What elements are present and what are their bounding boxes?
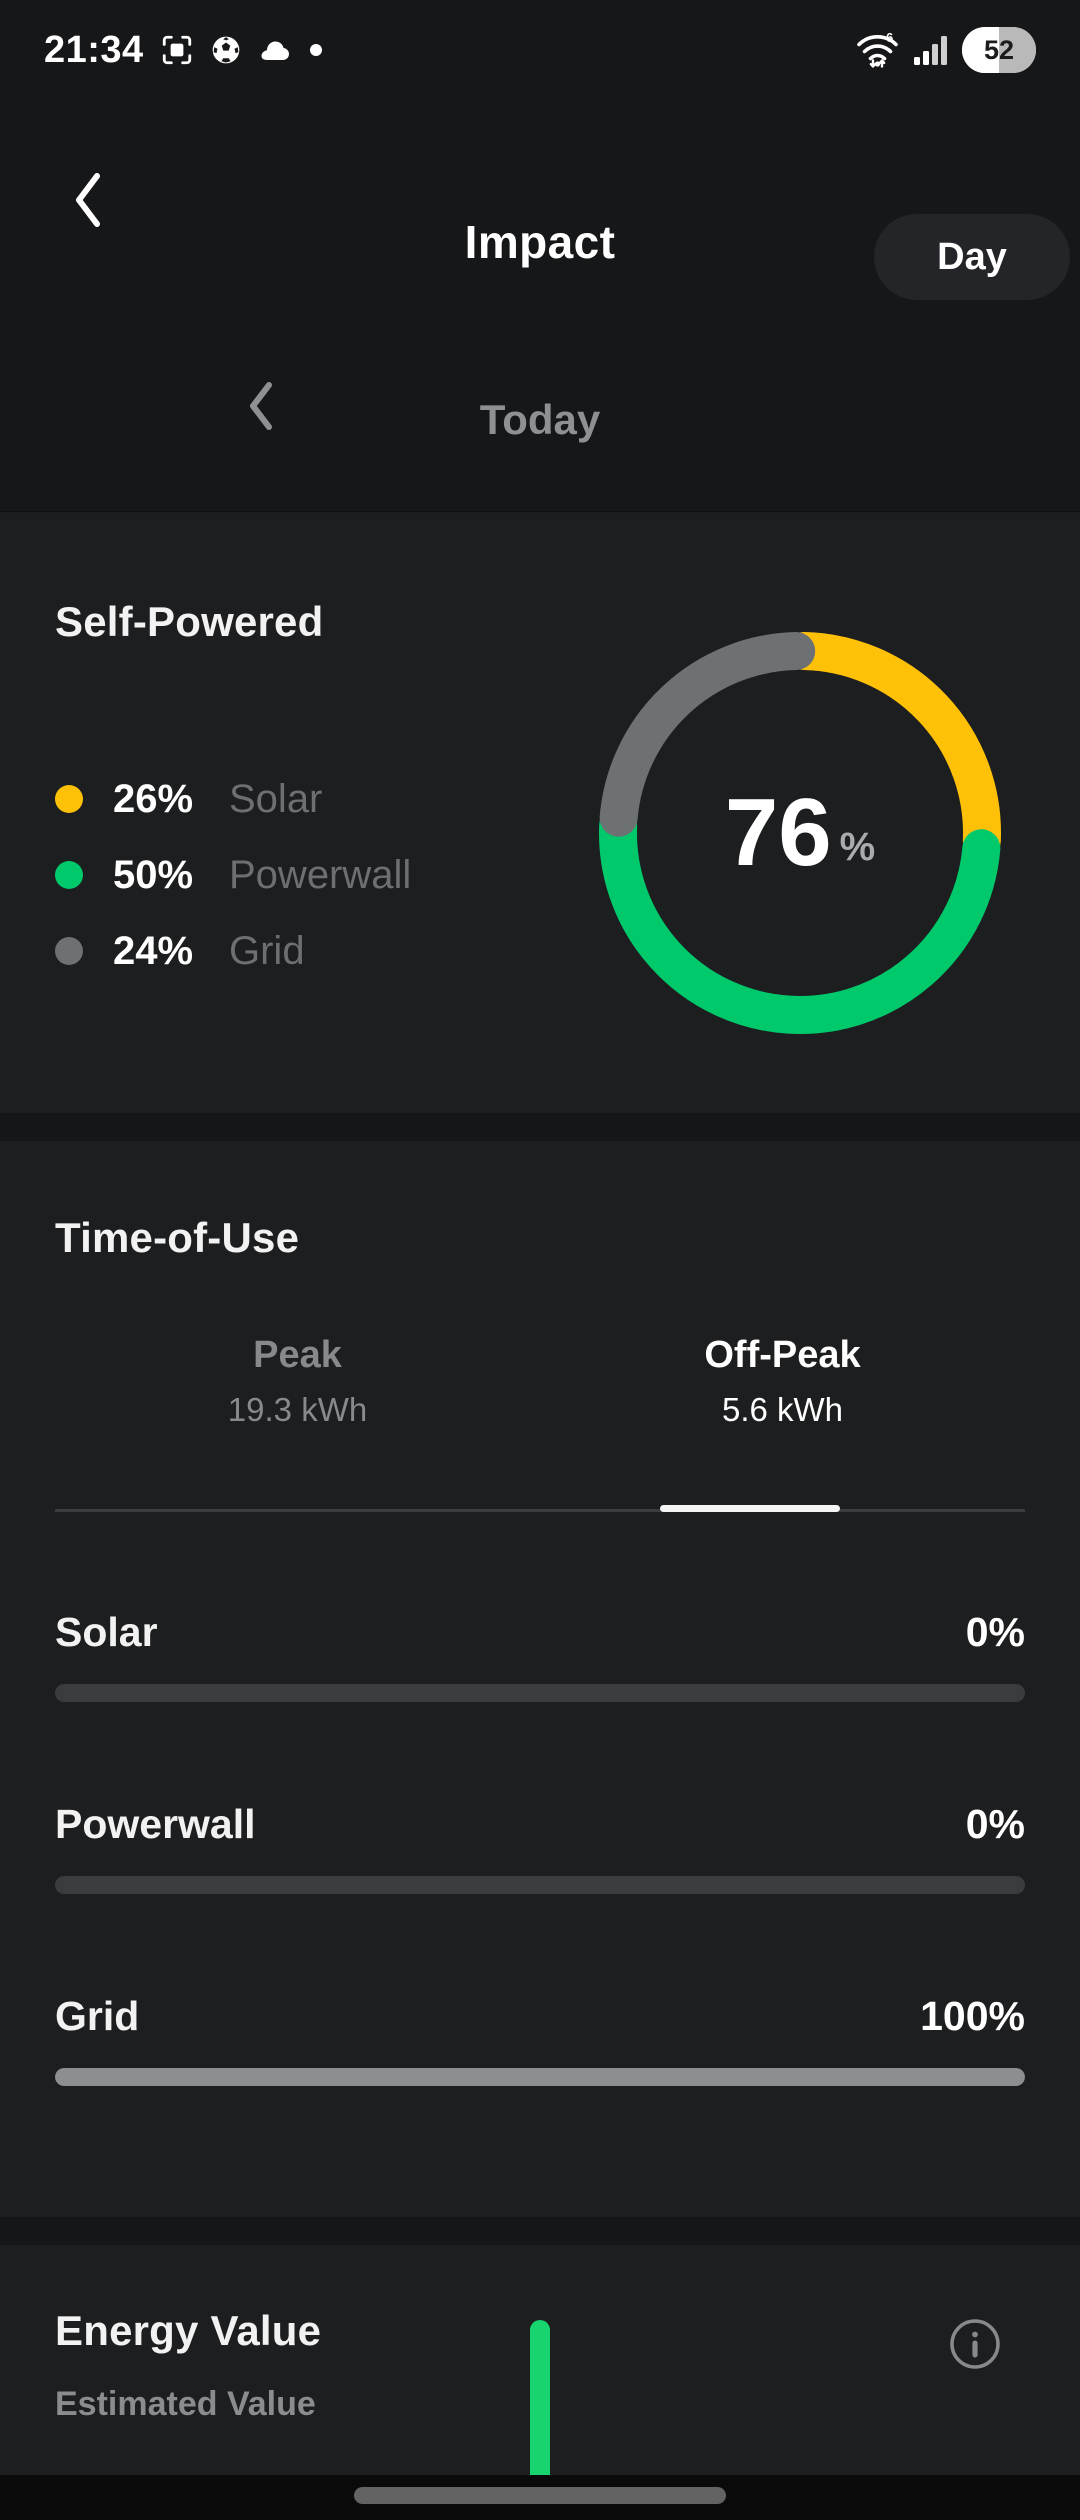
grid-color-dot: [55, 937, 83, 965]
source-row-powerwall: Powerwall 0%: [55, 1801, 1025, 1894]
tab-off-peak-label: Off-Peak: [704, 1334, 861, 1376]
donut-center-value: 76: [724, 779, 832, 886]
source-powerwall-bar-track: [55, 1876, 1025, 1894]
status-time: 21:34: [44, 28, 144, 71]
source-grid-bar-track: [55, 2068, 1025, 2086]
source-row-solar: Solar 0%: [55, 1609, 1025, 1702]
self-powered-donut-chart: 76 %: [580, 613, 1020, 1053]
tab-off-peak-value: 5.6 kWh: [721, 1391, 844, 1428]
back-button[interactable]: [60, 158, 116, 242]
svg-text:6: 6: [886, 30, 893, 45]
source-solar-label: Solar: [55, 1609, 158, 1655]
wifi-6-icon: 6: [856, 30, 900, 70]
legend-item-powerwall: 50% Powerwall: [55, 837, 411, 913]
home-indicator[interactable]: [354, 2487, 726, 2504]
cellular-signal-icon: [912, 33, 950, 67]
time-of-use-title: Time-of-Use: [55, 1214, 300, 1261]
tab-peak-label: Peak: [253, 1334, 342, 1376]
powerwall-color-dot: [55, 861, 83, 889]
donut-segment-solar: [784, 632, 1001, 860]
source-solar-percent: 0%: [965, 1609, 1025, 1655]
section-divider-2: [0, 2217, 1080, 2245]
previous-day-button[interactable]: [237, 366, 285, 446]
system-navigation-bar: [0, 2475, 1080, 2520]
legend-item-solar: 26% Solar: [55, 761, 411, 837]
time-of-use-card: Time-of-Use Peak 19.3 kWh Off-Peak 5.6 k…: [0, 1141, 1080, 2217]
solar-label: Solar: [229, 776, 323, 821]
powerwall-percent: 50%: [113, 852, 194, 897]
grid-percent: 24%: [113, 928, 194, 973]
tab-off-peak[interactable]: Off-Peak 5.6 kWh: [540, 1334, 1025, 1459]
energy-value-subtitle: Estimated Value: [55, 2385, 316, 2423]
source-grid-bar-fill: [55, 2068, 1025, 2086]
self-powered-title: Self-Powered: [55, 598, 324, 645]
battery-level: 52: [983, 34, 1015, 65]
energy-value-chart-bar: [530, 2320, 550, 2478]
date-navigation: Today: [0, 300, 1080, 512]
energy-value-title: Energy Value: [55, 2307, 322, 2354]
legend-item-grid: 24% Grid: [55, 913, 411, 989]
battery-icon: 52: [962, 27, 1036, 73]
donut-center-value-group: 76 %: [580, 613, 1020, 1053]
status-bar: 21:34: [0, 0, 1080, 100]
source-grid-label: Grid: [55, 1993, 140, 2039]
tab-baseline: [55, 1509, 1025, 1512]
top-navigation-bar: Impact Day: [0, 100, 1080, 300]
screenshot-icon: [160, 33, 194, 67]
tab-active-indicator: [660, 1505, 840, 1512]
source-row-grid: Grid 100%: [55, 1993, 1025, 2086]
source-grid-header: Grid 100%: [55, 1993, 1025, 2040]
info-circle-icon[interactable]: [948, 2317, 1002, 2371]
time-of-use-tabs: Peak 19.3 kWh Off-Peak 5.6 kWh: [55, 1334, 1025, 1459]
donut-center-unit: %: [839, 824, 876, 869]
solar-color-dot: [55, 785, 83, 813]
dot-icon: [308, 42, 324, 58]
self-powered-card: Self-Powered 26% Solar 50% Powerwall 24%…: [0, 513, 1080, 1113]
solar-percent: 26%: [113, 776, 194, 821]
powerwall-label: Powerwall: [229, 852, 412, 897]
tab-peak-value: 19.3 kWh: [227, 1391, 368, 1428]
source-solar-header: Solar 0%: [55, 1609, 1025, 1656]
status-bar-left: 21:34: [44, 29, 324, 72]
source-powerwall-header: Powerwall 0%: [55, 1801, 1025, 1848]
source-grid-percent: 100%: [920, 1993, 1025, 2039]
soccer-ball-icon: [210, 34, 242, 66]
source-powerwall-label: Powerwall: [55, 1801, 256, 1847]
donut-segment-grid: [599, 632, 816, 837]
status-bar-right: 6 52: [856, 27, 1036, 73]
source-powerwall-percent: 0%: [965, 1801, 1025, 1847]
current-date-label: Today: [479, 396, 601, 443]
cloud-icon: [258, 37, 292, 63]
self-powered-legend: 26% Solar 50% Powerwall 24% Grid: [55, 761, 411, 989]
section-divider-1: [0, 1113, 1080, 1141]
tab-peak[interactable]: Peak 19.3 kWh: [55, 1334, 540, 1459]
source-solar-bar-track: [55, 1684, 1025, 1702]
page-title: Impact: [464, 216, 616, 268]
range-toggle-day-button[interactable]: Day: [874, 214, 1070, 300]
donut-segment-powerwall: [599, 806, 1001, 1034]
grid-label: Grid: [229, 928, 305, 973]
